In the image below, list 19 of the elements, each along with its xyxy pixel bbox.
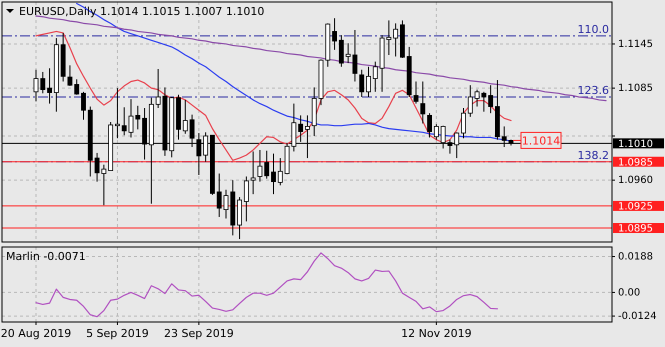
y-tick-label: 1.1085 (618, 83, 653, 94)
chart-title: Marlin -0.0071 (6, 250, 86, 263)
y-tick-label: 0.00 (618, 287, 640, 298)
y-tick-label: -0.0124 (618, 311, 657, 322)
ref-line-label: 1.0985 (618, 157, 653, 168)
ref-line-label: 1.1010 (618, 138, 653, 150)
annotation: 1.1014 (522, 134, 560, 148)
annotation: 110.0 (578, 22, 609, 36)
x-tick-label: 5 Sep 2019 (86, 327, 149, 340)
ref-line-label: 1.0925 (618, 201, 653, 212)
annotation: 138.2 (578, 148, 609, 162)
x-tick-label: 12 Nov 2019 (401, 327, 472, 340)
y-tick-label: 1.0960 (618, 175, 653, 186)
y-tick-label: 1.1145 (618, 38, 653, 50)
y-tick-label: 0.0188 (618, 252, 653, 263)
annotation: 123.6 (578, 84, 609, 97)
x-tick-label: 23 Sep 2019 (164, 327, 234, 340)
x-tick-label: 20 Aug 2019 (0, 327, 72, 340)
ref-line-label: 1.0895 (618, 224, 653, 235)
